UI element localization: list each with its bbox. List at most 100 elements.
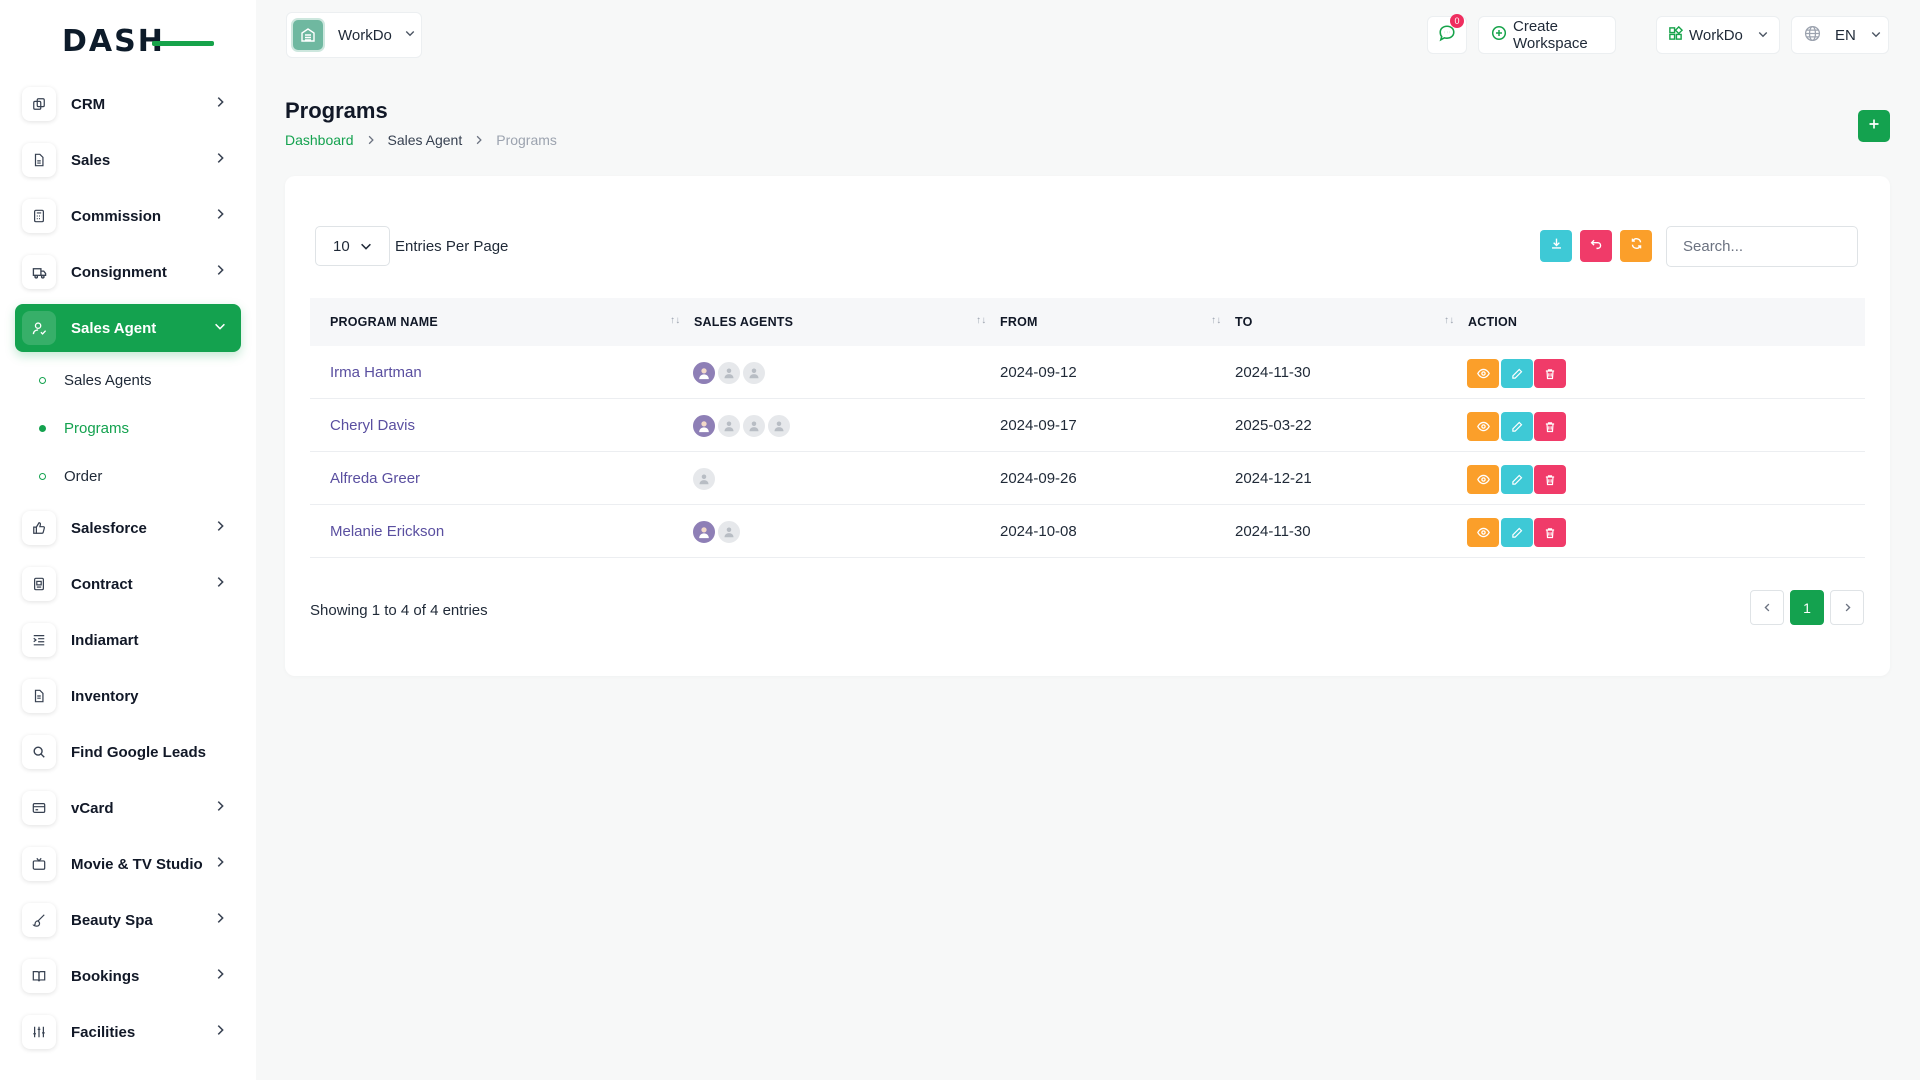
search-input[interactable] [1666,226,1858,267]
breadcrumb-sales-agent[interactable]: Sales Agent [387,132,463,148]
delete-button[interactable] [1534,359,1566,388]
language-selector[interactable]: EN [1791,16,1889,54]
column-header-from[interactable]: FROM [1000,315,1038,329]
delete-button[interactable] [1534,412,1566,441]
chevron-right-icon [213,575,227,594]
program-name-link[interactable]: Cheryl Davis [330,417,416,434]
sidebar-item-label: Sales [71,151,111,169]
chevron-down-icon [1757,27,1769,44]
truck-icon [22,255,56,289]
program-name-link[interactable]: Alfreda Greer [330,470,421,487]
to-date: 2024-11-30 [1235,364,1311,381]
sidebar-item-label: CRM [71,95,106,113]
column-header-action: ACTION [1468,315,1518,329]
sidebar-item-consignment[interactable]: Consignment [15,248,241,296]
brush-icon [22,903,56,937]
reset-button[interactable] [1580,230,1612,262]
chevron-right-icon [213,519,227,538]
search-icon [22,735,56,769]
sort-icon[interactable]: ↑↓ [670,315,681,326]
sliders-icon [22,1015,56,1049]
workspace-logo-icon [291,18,325,52]
workspace-menu-button[interactable]: WorkDo [1656,16,1780,54]
reload-button[interactable] [1620,230,1652,262]
view-button[interactable] [1467,518,1499,547]
agent-avatar[interactable] [691,519,717,545]
delete-button[interactable] [1534,465,1566,494]
sidebar-item-indiamart[interactable]: Indiamart [15,616,241,664]
program-name-link[interactable]: Irma Hartman [330,364,422,381]
chevron-down-icon [404,26,416,44]
undo-icon [1590,237,1603,255]
agent-avatar[interactable] [691,360,717,386]
language-label: EN [1835,26,1856,44]
sidebar-item-movie-tv-studio[interactable]: Movie & TV Studio [15,840,241,888]
agent-avatar-placeholder[interactable] [741,360,767,386]
sidebar-item-vcard[interactable]: vCard [15,784,241,832]
sidebar-item-sales-agent[interactable]: Sales Agent [15,304,241,352]
column-header-program-name[interactable]: PROGRAM NAME [330,315,438,329]
agent-avatar-placeholder[interactable] [741,413,767,439]
table-row: Melanie Erickson 2024-10-08 2024-11-30 [310,505,1865,558]
add-program-button[interactable] [1858,110,1890,142]
view-button[interactable] [1467,359,1499,388]
table-header: PROGRAM NAME ↑↓ SALES AGENTS ↑↓ FROM ↑↓ … [310,298,1865,346]
column-header-to[interactable]: TO [1235,315,1253,329]
agent-avatar-placeholder[interactable] [716,360,742,386]
agent-avatar-placeholder[interactable] [691,466,717,492]
bullet-icon [39,472,46,480]
sort-icon[interactable]: ↑↓ [1444,315,1455,326]
sidebar-item-crm[interactable]: CRM [15,80,241,128]
thumbs-up-icon [22,511,56,545]
messages-button[interactable]: 0 [1427,14,1467,54]
edit-button[interactable] [1501,465,1533,494]
agent-avatar-placeholder[interactable] [716,413,742,439]
sidebar-item-bookings[interactable]: Bookings [15,952,241,1000]
chevron-right-icon [213,967,227,986]
sidebar-item-contract[interactable]: Contract [15,560,241,608]
agent-avatar[interactable] [691,413,717,439]
sales-agents-avatars [691,466,717,492]
chevron-right-icon [213,911,227,930]
edit-button[interactable] [1501,412,1533,441]
sidebar-subitem-order[interactable]: Order [15,456,241,496]
next-page-button[interactable] [1830,590,1864,625]
page-button[interactable]: 1 [1790,590,1824,625]
workspace-menu-label: WorkDo [1689,26,1743,44]
chevron-right-icon [213,263,227,282]
sort-icon[interactable]: ↑↓ [1211,315,1222,326]
sort-icon[interactable]: ↑↓ [976,315,987,326]
sidebar-item-commission[interactable]: Commission [15,192,241,240]
workspace-switcher[interactable]: WorkDo [286,12,422,58]
sidebar-item-beauty-spa[interactable]: Beauty Spa [15,896,241,944]
agent-avatar-placeholder[interactable] [716,519,742,545]
edit-button[interactable] [1501,518,1533,547]
workspace-name: WorkDo [338,26,392,44]
sidebar-item-salesforce[interactable]: Salesforce [15,504,241,552]
sidebar-subitem-sales-agents[interactable]: Sales Agents [15,360,241,400]
delete-button[interactable] [1534,518,1566,547]
brand-logo[interactable]: DASH [62,24,214,60]
sidebar-item-sales[interactable]: Sales [15,136,241,184]
chevron-down-icon [359,239,373,257]
create-workspace-button[interactable]: Create Workspace [1478,16,1616,54]
apps-grid-icon [1668,25,1684,45]
export-button[interactable] [1540,230,1572,262]
prev-page-button[interactable] [1750,590,1784,625]
sidebar-subitem-programs[interactable]: Programs [15,408,241,448]
sidebar-item-find-google-leads[interactable]: Find Google Leads [15,728,241,776]
chat-icon [1438,24,1456,46]
entries-per-page-select[interactable]: 10 [315,226,390,266]
sidebar-item-inventory[interactable]: Inventory [15,672,241,720]
column-header-sales-agents[interactable]: SALES AGENTS [694,315,794,329]
logo-text: DASH [62,24,165,59]
view-button[interactable] [1467,412,1499,441]
view-button[interactable] [1467,465,1499,494]
breadcrumb-dashboard[interactable]: Dashboard [285,132,354,148]
entries-info: Showing 1 to 4 of 4 entries [310,602,488,619]
edit-button[interactable] [1501,359,1533,388]
sidebar-item-facilities[interactable]: Facilities [15,1008,241,1056]
agent-avatar-placeholder[interactable] [766,413,792,439]
program-name-link[interactable]: Melanie Erickson [330,523,445,540]
sidebar-subitem-label: Programs [64,419,130,437]
